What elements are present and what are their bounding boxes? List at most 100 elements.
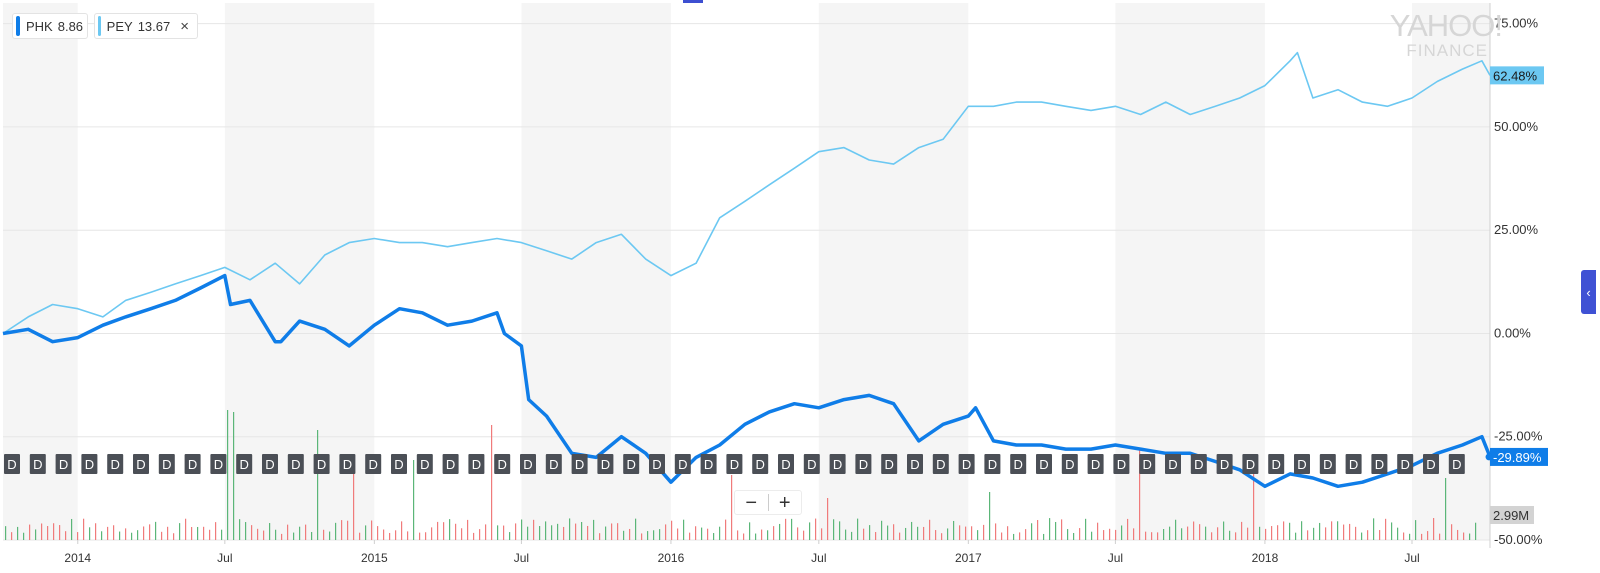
volume-bar xyxy=(425,532,427,540)
legend-chip-pey[interactable]: PEY 13.67 × xyxy=(94,13,198,39)
dividend-marker-box xyxy=(1087,454,1104,474)
volume-bar xyxy=(341,520,343,540)
zoom-in-button[interactable]: + xyxy=(778,491,791,514)
dividend-marker-box xyxy=(855,454,872,474)
volume-bar xyxy=(881,520,883,540)
dividend-marker-box xyxy=(623,454,640,474)
volume-bar xyxy=(779,523,781,540)
volume-bar xyxy=(653,530,655,540)
dividend-marker-box xyxy=(1319,454,1336,474)
volume-bar xyxy=(1049,518,1051,540)
volume-bar xyxy=(1199,524,1201,540)
dividend-marker-label: D xyxy=(188,457,197,472)
dividend-marker: D xyxy=(1345,454,1362,474)
dividend-marker-label: D xyxy=(910,457,919,472)
volume-bar xyxy=(455,523,457,540)
x-tick-label: 2017 xyxy=(955,551,982,565)
volume-bar xyxy=(1247,527,1249,540)
volume-bar xyxy=(1439,533,1441,540)
dividend-marker-label: D xyxy=(343,457,352,472)
volume-bar xyxy=(917,526,919,540)
close-icon[interactable]: × xyxy=(180,17,189,35)
dividend-marker: D xyxy=(442,454,459,474)
dividend-marker-box xyxy=(236,454,253,474)
volume-bar xyxy=(1013,533,1015,540)
volume-bar xyxy=(1331,521,1333,540)
volume-bar xyxy=(875,532,877,540)
collapse-panel-button[interactable]: ‹ xyxy=(1581,270,1596,314)
dividend-marker-label: D xyxy=(730,457,739,472)
phk-last-point xyxy=(1485,453,1493,461)
volume-bar xyxy=(1409,533,1411,540)
volume-bar xyxy=(263,530,265,540)
phk-last-value-box xyxy=(1490,447,1548,466)
volume-bar xyxy=(1067,529,1069,540)
dividend-marker-label: D xyxy=(33,457,42,472)
dividend-marker-label: D xyxy=(1091,457,1100,472)
volume-bar xyxy=(551,525,553,540)
dividend-marker-box xyxy=(726,454,743,474)
volume-bar xyxy=(1001,532,1003,540)
y-tick-label: 50.00% xyxy=(1494,119,1539,134)
dividend-marker-box xyxy=(1448,454,1465,474)
volume-bar xyxy=(869,525,871,540)
dividend-marker: D xyxy=(1139,454,1156,474)
dividend-marker: D xyxy=(932,454,949,474)
volume-bar xyxy=(1313,527,1315,540)
zoom-out-button[interactable]: − xyxy=(745,491,758,514)
dividend-marker: D xyxy=(133,454,149,474)
volume-bar xyxy=(503,525,505,540)
timeline-handle[interactable] xyxy=(683,0,703,3)
volume-bar xyxy=(395,530,397,540)
dividend-marker-label: D xyxy=(85,457,94,472)
volume-bar xyxy=(1187,526,1189,540)
x-tick-label: Jul xyxy=(514,551,529,565)
dividend-marker-label: D xyxy=(1194,457,1203,472)
volume-bar xyxy=(1319,522,1321,540)
legend-chip-phk[interactable]: PHK 8.86 xyxy=(12,13,88,39)
volume-bar xyxy=(587,525,589,540)
dividend-marker-box xyxy=(1036,454,1052,474)
volume-bar xyxy=(1385,518,1387,540)
dividend-marker-box xyxy=(700,454,717,474)
y-tick-label: -25.00% xyxy=(1494,429,1543,444)
dividend-marker-box xyxy=(494,454,511,474)
volume-bar xyxy=(773,526,775,540)
dividend-marker: D xyxy=(1061,454,1078,474)
dividend-marker-box xyxy=(158,454,175,474)
volume-bar xyxy=(671,520,673,540)
volume-bar xyxy=(497,525,499,540)
dividend-marker-label: D xyxy=(214,457,223,472)
volume-bar xyxy=(437,521,439,540)
dividend-marker-label: D xyxy=(1349,457,1358,472)
volume-bar xyxy=(485,524,487,540)
dividend-marker: D xyxy=(674,454,691,474)
volume-bar xyxy=(1469,533,1471,540)
zoom-control[interactable]: − + xyxy=(734,490,802,515)
dividend-marker-label: D xyxy=(988,457,997,472)
dividend-marker-box xyxy=(1423,454,1439,474)
dividend-marker-box xyxy=(520,454,536,474)
volume-bar xyxy=(617,523,619,540)
volume-bar xyxy=(737,530,739,540)
dividend-marker-label: D xyxy=(59,457,68,472)
volume-bar xyxy=(1151,532,1153,540)
dividend-marker-box xyxy=(107,454,124,474)
dividend-marker-label: D xyxy=(652,457,661,472)
dividend-marker-label: D xyxy=(291,457,300,472)
series-line-pey xyxy=(2,51,1491,335)
dividend-marker-label: D xyxy=(394,457,403,472)
volume-bar xyxy=(77,532,79,540)
volume-bar xyxy=(1325,527,1327,540)
dividend-marker-box xyxy=(1268,454,1285,474)
volume-bar xyxy=(1445,478,1447,540)
dividend-marker-box xyxy=(649,454,665,474)
volume-bar xyxy=(305,524,307,540)
volume-bar xyxy=(71,518,73,540)
dividend-marker: D xyxy=(1010,454,1027,474)
volume-bar xyxy=(983,524,985,540)
volume-bar xyxy=(635,518,637,540)
dividend-marker: D xyxy=(287,454,304,474)
